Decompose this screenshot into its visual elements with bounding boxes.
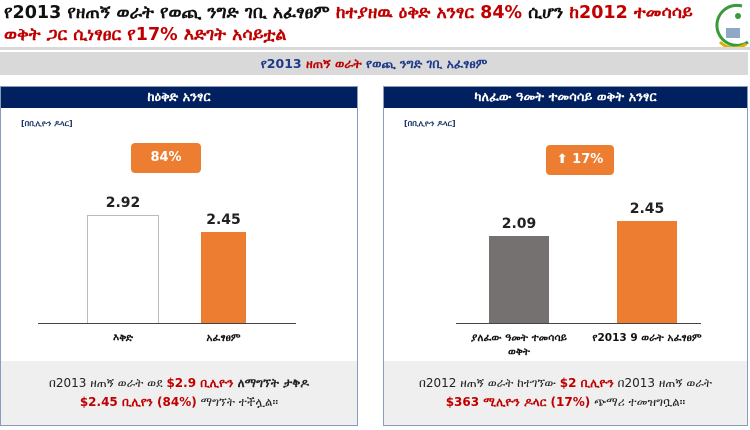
bar: [617, 221, 677, 323]
page-title: የ2013 የዘጠኝ ወራት የወጪ ንግድ ገቢ አፈፃፀም ከተያዘዉ ዕቅ…: [4, 2, 704, 46]
category-label: አፈፃፀም: [206, 332, 241, 344]
title-highlight: ከ2012 ተመሳሳይ ወቅት ጋር ሲነፃፀር የ17% እድገት አሳይቷል: [4, 3, 693, 45]
bar: [87, 214, 159, 323]
yoy-comparison-panel: ካለፈው ዓመት ተመሳሳይ ወቅት አንፃር [በቢሊዮን ዶላር] ⬆ 17…: [383, 86, 748, 426]
plan-comparison-panel: ከዕቅድ አንፃር [በቢሊዮን ዶላር] 84% 2.92 እቅድ 2.45 አፈፃ…: [0, 86, 358, 426]
banner-text: የወጪ ንግድ ገቢ አፈፃፀም: [361, 56, 488, 71]
unit-label: [በቢሊዮን ዶላር]: [21, 119, 73, 128]
data-label: 2.92: [105, 194, 141, 211]
banner-text: የ2013: [260, 56, 306, 71]
title-text: ሲሆን: [522, 3, 570, 23]
summary-part: በ2013 ዘጠኝ ወራት ወደ: [48, 376, 167, 390]
summary-part: ጭማሪ ተመዝግቧል።: [590, 395, 686, 409]
panel-header: ከዕቅድ አንፃር: [1, 87, 357, 108]
section-banner: የ2013 ዘጠኝ ወራት የወጪ ንግድ ገቢ አፈፃፀም: [0, 52, 748, 75]
category-label: ያለፈው ዓመት ተመሳሳይ ወቅት: [471, 332, 567, 358]
panel-header: ካለፈው ዓመት ተመሳሳይ ወቅት አንፃር: [384, 87, 747, 108]
category-label: እቅድ: [112, 332, 134, 344]
data-label: 2.45: [206, 212, 241, 229]
summary-highlight: $2.45 ቢሊየን (84%): [79, 395, 197, 409]
percent-badge: 84%: [131, 143, 201, 173]
bar: [201, 232, 246, 323]
summary-part: በ2013 ዘጠኝ ወራት: [613, 376, 712, 390]
logo-icon: [715, 3, 749, 48]
x-axis: [38, 323, 296, 324]
unit-label: [በቢሊዮን ዶላር]: [404, 119, 456, 128]
summary-text: በ2012 ዘጠኝ ወራት ከተገኘው $2 ቢሊዮን በ2013 ዘጠኝ ወራ…: [384, 361, 747, 425]
x-axis: [456, 323, 701, 324]
summary-part: ለማግኘት ታቅዶ: [233, 376, 310, 390]
badge-value: 17%: [572, 152, 604, 167]
percent-badge: ⬆ 17%: [546, 145, 614, 175]
bar: [489, 236, 549, 323]
title-text: የ2013 የዘጠኝ ወራት የወጪ ንግድ ገቢ አፈፃፀም: [4, 3, 336, 23]
title-highlight: ከተያዘዉ ዕቅድ አንፃር 84%: [335, 3, 523, 23]
divider: [0, 47, 750, 50]
category-label: የ2013 9 ወራት አፈፃፀም: [592, 332, 702, 344]
summary-highlight: $363 ሚሊዮን ዶላር (17%): [445, 395, 591, 409]
banner-highlight: ዘጠኝ ወራት: [305, 56, 362, 71]
data-label: 2.09: [501, 216, 537, 233]
summary-highlight: $2 ቢሊዮን: [559, 376, 614, 390]
arrow-up-icon: ⬆: [556, 152, 568, 167]
summary-part: ማግኘት ተችሏል።: [196, 395, 279, 409]
summary-text: በ2013 ዘጠኝ ወራት ወደ $2.9 ቢሊዮን ለማግኘት ታቅዶ $2.4…: [1, 361, 357, 425]
summary-highlight: $2.9 ቢሊዮን: [166, 376, 234, 390]
summary-part: በ2012 ዘጠኝ ወራት ከተገኘው: [419, 376, 560, 390]
data-label: 2.45: [629, 201, 665, 218]
